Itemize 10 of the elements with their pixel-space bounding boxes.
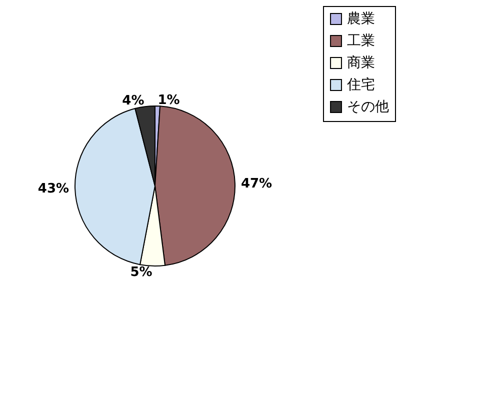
legend-label: 商業 — [347, 55, 375, 71]
data-label: 1% — [158, 93, 180, 108]
data-label: 5% — [130, 264, 152, 280]
data-label: 47% — [240, 176, 272, 192]
legend-label: 工業 — [347, 33, 375, 49]
legend-label: 住宅 — [346, 77, 375, 93]
data-label: 43% — [38, 182, 70, 197]
legend-label: その他 — [347, 99, 389, 115]
data-label: 4% — [122, 94, 144, 109]
legend-label: 農業 — [347, 11, 375, 27]
